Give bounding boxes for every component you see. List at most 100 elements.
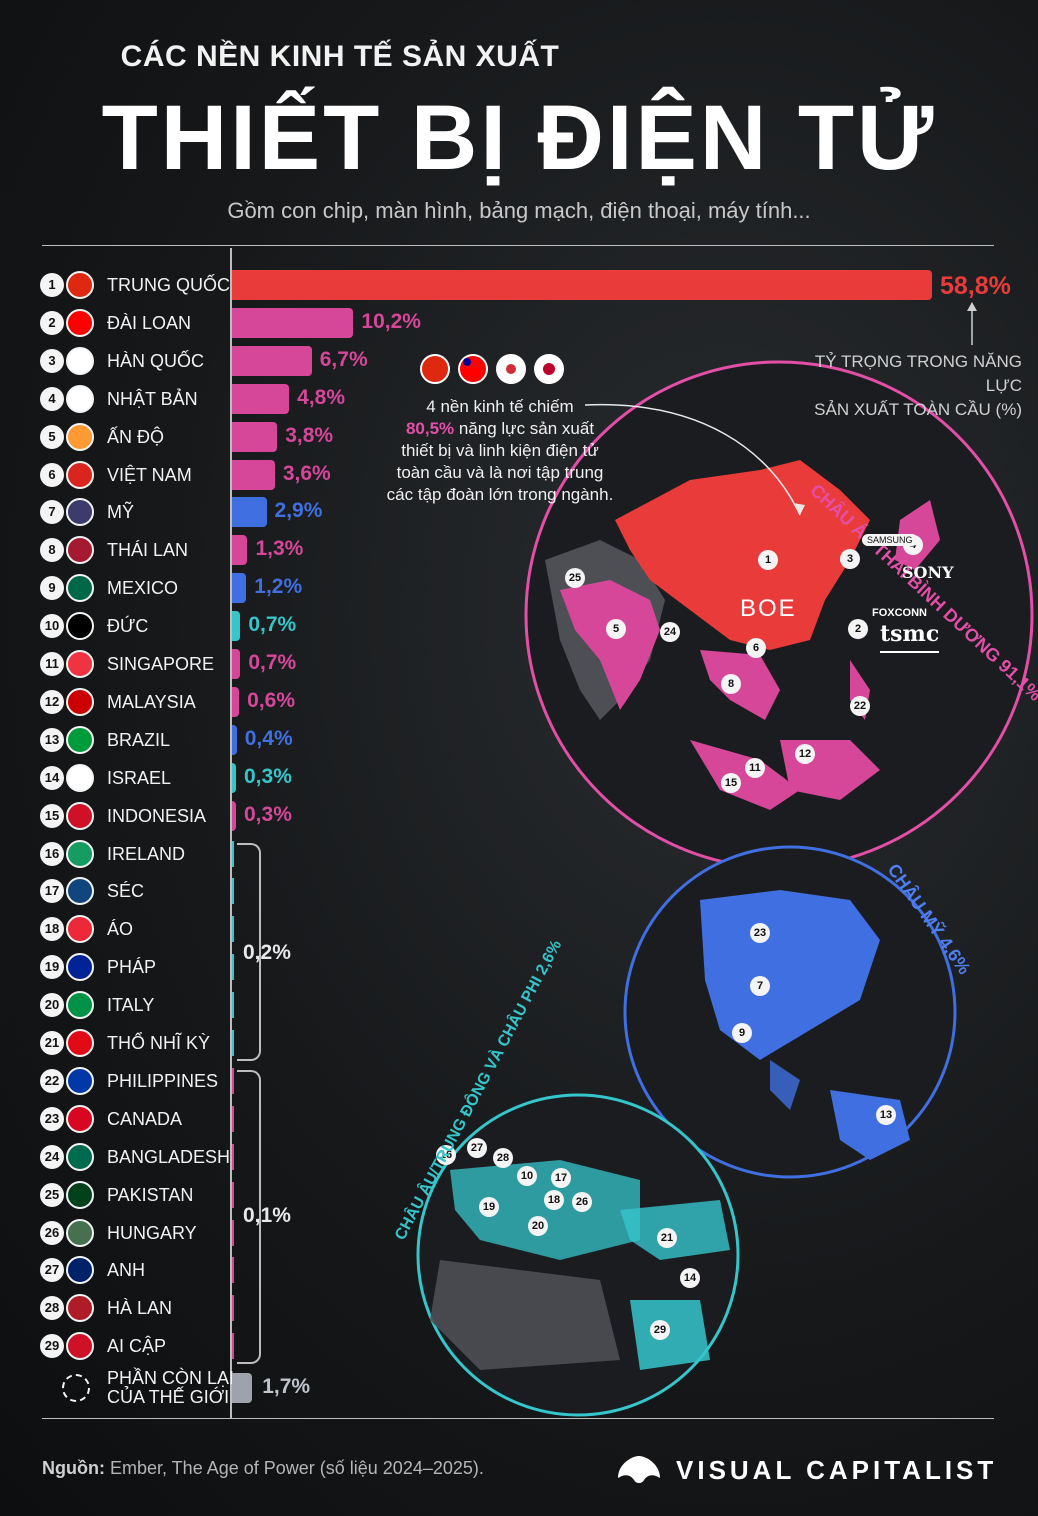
bar — [232, 1257, 234, 1284]
country-flag-icon — [66, 1104, 94, 1133]
rank-badge: 29 — [40, 1334, 64, 1359]
country-name: THỔ NHĨ KỲ — [107, 1033, 211, 1053]
bar — [232, 497, 267, 528]
map-marker: 23 — [750, 923, 770, 943]
bar — [232, 1067, 234, 1094]
map-marker: 2 — [848, 619, 868, 639]
bar-value-label: 10,2% — [361, 309, 421, 333]
map-marker: 15 — [721, 773, 741, 793]
chart-row: 1 TRUNG QUỐC — [40, 268, 230, 302]
map-marker: 9 — [732, 1023, 752, 1043]
country-name: AI CẬP — [107, 1336, 167, 1357]
chart-row: 17 SÉC — [40, 874, 230, 908]
chart-row: 2 ĐÀI LOAN — [40, 306, 230, 340]
callout-line-5: các tập đoàn lớn trong ngành. — [386, 485, 614, 504]
country-name: PHILIPPINES — [107, 1070, 219, 1091]
map-marker: 22 — [850, 696, 870, 716]
bar-value-label: 0,6% — [247, 688, 296, 712]
country-flag-icon — [66, 1332, 94, 1361]
boe-logo: BOE — [740, 595, 797, 622]
map-marker: 25 — [565, 568, 585, 588]
bar — [232, 459, 275, 490]
chart-row: 3 HÀN QUỐC — [40, 344, 230, 378]
country-name: SINGAPORE — [107, 654, 215, 674]
source-label: Nguồn: — [42, 1458, 105, 1478]
chart-row: 20 ITALY — [40, 988, 230, 1022]
callout-arrow — [584, 403, 801, 516]
bar — [232, 992, 234, 1019]
map-marker: 16 — [436, 1145, 456, 1165]
country-name: IRELAND — [107, 843, 186, 864]
country-name: ĐÀI LOAN — [107, 312, 192, 333]
india-shape — [560, 580, 660, 710]
rank-badge: 7 — [40, 500, 64, 525]
map-marker: 17 — [551, 1168, 571, 1188]
world-icon — [62, 1374, 90, 1403]
map-marker: 18 — [544, 1190, 564, 1210]
bar-value-label: 0,7% — [248, 613, 297, 637]
map-marker: 21 — [657, 1228, 677, 1248]
chart-row: 11 SINGAPORE — [40, 647, 230, 681]
bar — [232, 954, 234, 981]
country-flag-icon — [66, 915, 94, 944]
bottom-divider — [42, 1418, 994, 1419]
bar-value-label: 2,9% — [274, 499, 323, 523]
map-marker: 24 — [660, 622, 680, 642]
map-marker: 10 — [517, 1166, 537, 1186]
group-02-label: 0,2% — [243, 941, 291, 964]
chart-row: 18 ÁO — [40, 912, 230, 946]
chart-row: 14 ISRAEL — [40, 761, 230, 795]
chart-row: 19 PHÁP — [40, 950, 230, 984]
country-name: PAKISTAN — [107, 1184, 194, 1205]
callout-line-1: 4 nền kinh tế chiếm — [426, 397, 574, 416]
country-flag-icon — [66, 1142, 94, 1171]
country-flag-icon — [66, 422, 94, 451]
bar — [232, 535, 248, 566]
chart-row: 15 INDONESIA — [40, 799, 230, 833]
rank-badge: 24 — [40, 1144, 64, 1169]
callout-highlight: 80,5% — [405, 419, 455, 438]
country-name: ĐỨC — [107, 616, 149, 637]
country-flag-icon — [66, 801, 94, 830]
country-name: BANGLADESH — [107, 1146, 231, 1167]
country-flag-icon — [66, 460, 94, 489]
callout-line-3: thiết bị và linh kiện điện tử — [401, 441, 599, 460]
country-flag-icon — [66, 384, 94, 413]
subtitle: Gồm con chip, màn hình, bảng mạch, điện … — [227, 198, 811, 223]
bar — [232, 1373, 253, 1404]
country-name: THÁI LAN — [107, 540, 189, 561]
bar-value-label: 0,3% — [244, 802, 292, 826]
bar — [232, 762, 236, 793]
callout-line-2: năng lực sản xuất — [454, 419, 595, 438]
rank-badge: 4 — [40, 386, 64, 411]
bar — [232, 686, 240, 717]
bar — [232, 1295, 234, 1322]
bar — [232, 421, 278, 452]
axis-note-line-2: SẢN XUẤT TOÀN CẦU (%) — [814, 400, 1022, 419]
country-flag-icon — [66, 839, 94, 868]
chart-row: 5 ẤN ĐỘ — [40, 420, 230, 454]
rank-badge: 19 — [40, 955, 64, 980]
country-name: TRUNG QUỐC — [107, 275, 230, 295]
group-01-label: 0,1% — [243, 1204, 291, 1227]
callout: 4 nền kinh tế chiếm 80,5% năng lực sản x… — [380, 396, 620, 506]
rank-badge: 14 — [40, 765, 64, 790]
bar-value-label: 3,8% — [285, 423, 334, 447]
bar — [232, 724, 237, 755]
top-divider — [42, 245, 994, 246]
chart-row-rest: PHẦN CÒN LẠI CỦA THẾ GIỚI — [40, 1369, 234, 1407]
bar — [232, 1333, 234, 1360]
country-flag-icon — [66, 687, 94, 716]
rank-badge: 27 — [40, 1258, 64, 1283]
rank-badge: 28 — [40, 1296, 64, 1321]
bracket-group-01 — [237, 1070, 261, 1364]
rank-badge: 9 — [40, 576, 64, 601]
chart-row: 26 HUNGARY — [40, 1216, 230, 1250]
chart-row: 21 THỔ NHĨ KỲ — [40, 1026, 230, 1060]
bar-value-label: 3,6% — [282, 461, 331, 485]
page-title: THIẾT BỊ ĐIỆN TỬ — [101, 87, 937, 189]
rank-badge: 26 — [40, 1220, 64, 1245]
rank-badge: 23 — [40, 1106, 64, 1131]
bar-value-label: 1,2% — [254, 575, 303, 599]
